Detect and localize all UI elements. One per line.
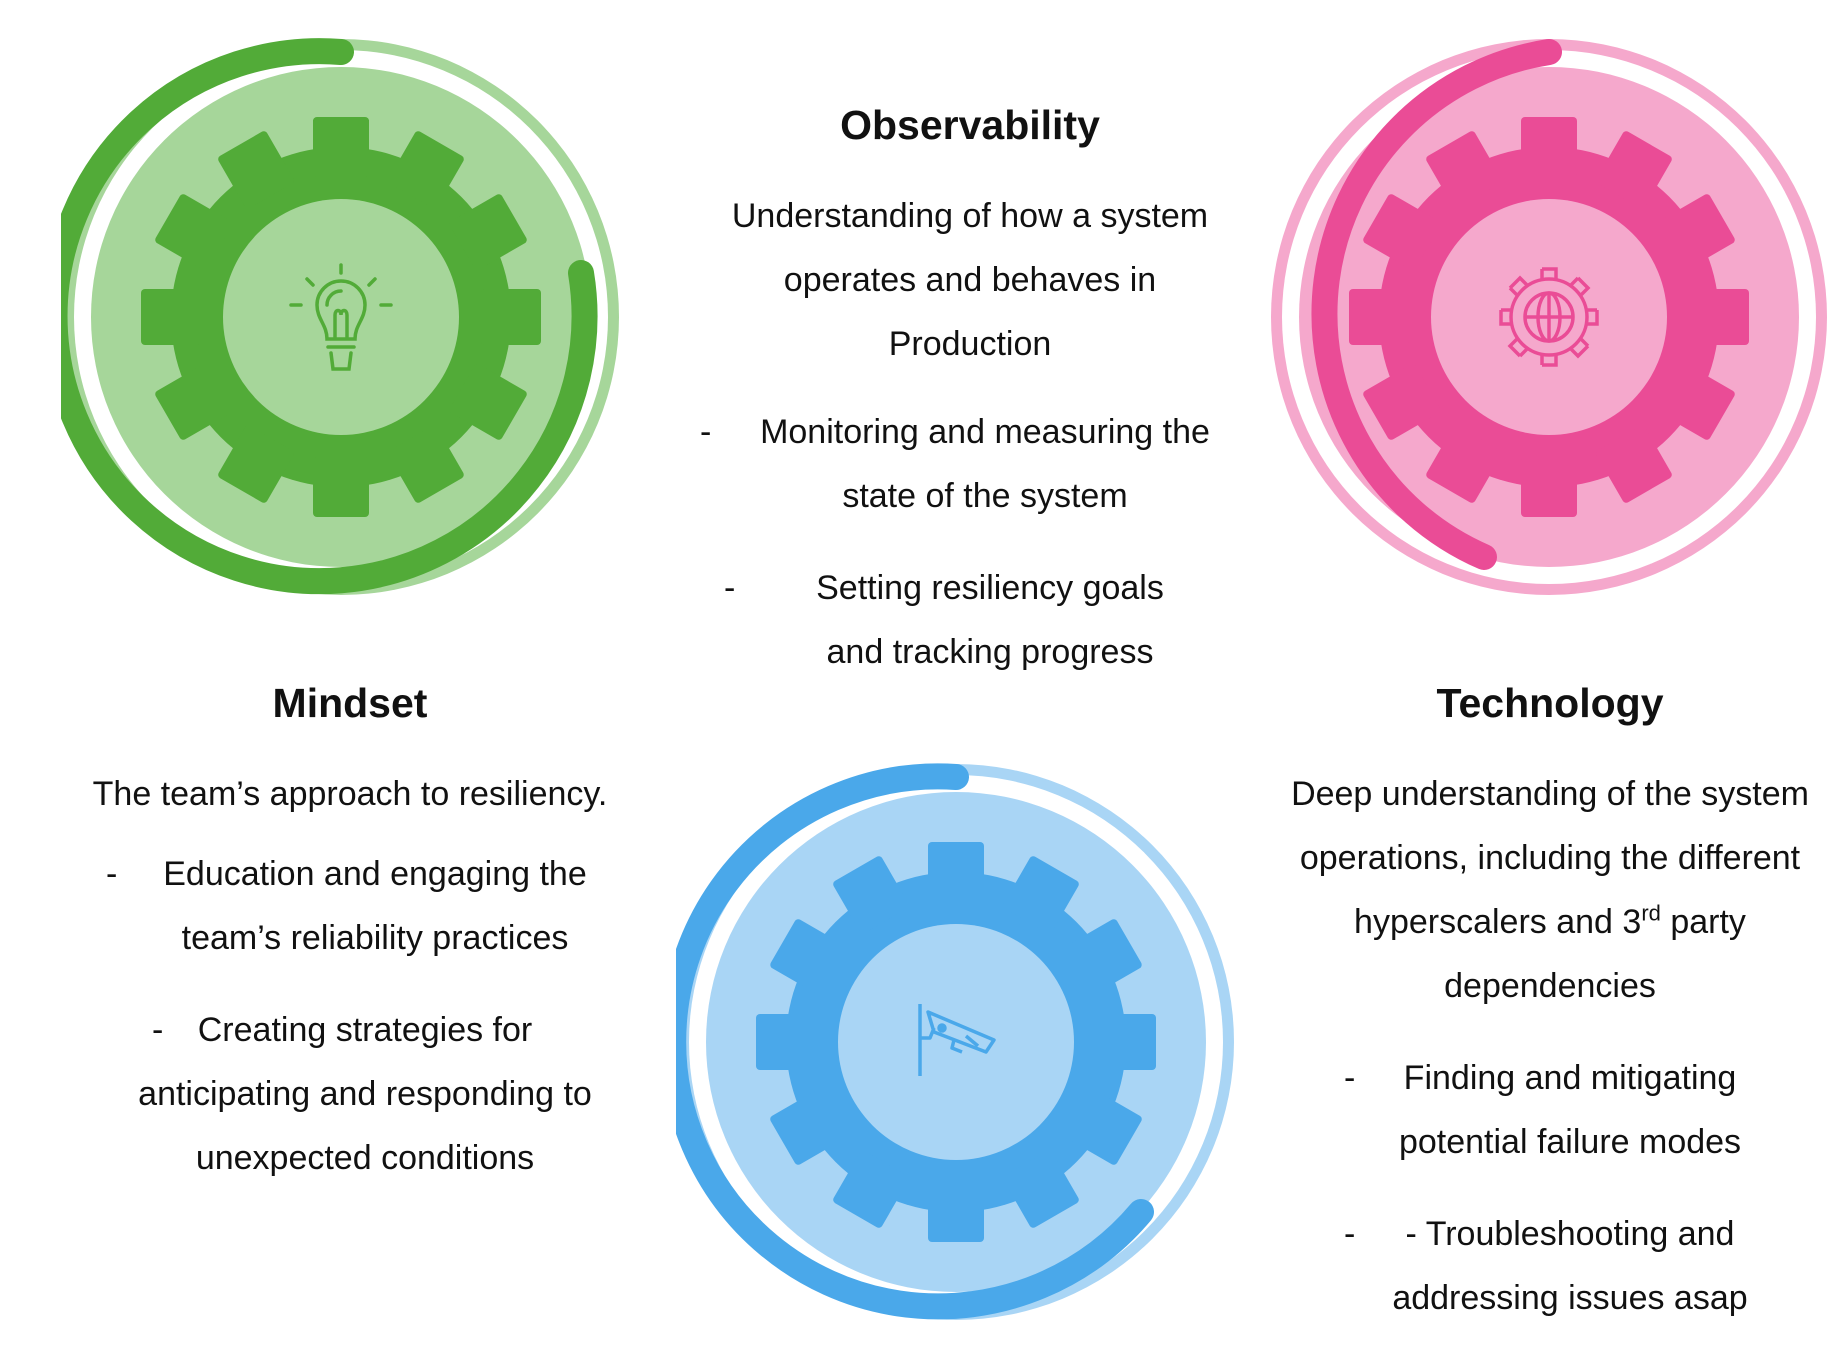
observability-progress-arc bbox=[676, 763, 1154, 1320]
observability-bullet-2: - Setting resiliency goals and tracking … bbox=[660, 556, 1280, 684]
technology-bullet-2: - - Troubleshooting and addressing issue… bbox=[1280, 1202, 1820, 1330]
technology-description: Deep understanding of the system operati… bbox=[1280, 762, 1820, 1018]
bullet-marker: - bbox=[152, 1011, 164, 1049]
observability-title: Observability bbox=[840, 102, 1100, 148]
bullet-text: Creating strategies for anticipating and… bbox=[138, 1011, 592, 1177]
mindset-bullet-2: - Creating strategies for anticipating a… bbox=[40, 998, 660, 1190]
bullet-marker: - bbox=[106, 855, 118, 893]
globe-gear-icon bbox=[1499, 267, 1599, 367]
technology-description-tail: party dependencies bbox=[1444, 903, 1746, 1005]
technology-gear bbox=[1269, 37, 1829, 597]
bullet-text: Monitoring and measuring the state of th… bbox=[760, 413, 1210, 515]
bullet-marker: - bbox=[724, 569, 736, 607]
lightbulb-icon bbox=[289, 263, 393, 371]
technology-bullet-1: - Finding and mitigating potential failu… bbox=[1280, 1046, 1820, 1174]
mindset-gear bbox=[61, 37, 621, 597]
observability-description: Understanding of how a system operates a… bbox=[731, 197, 1209, 363]
observability-gear bbox=[676, 762, 1236, 1322]
observability-bullet-1: - Monitoring and measuring the state of … bbox=[660, 400, 1280, 528]
mindset-progress-arc bbox=[61, 38, 598, 595]
bullet-text: Setting resiliency goals and tracking pr… bbox=[816, 569, 1164, 671]
bullet-marker: - bbox=[700, 413, 712, 451]
bullet-text: Finding and mitigating potential failure… bbox=[1398, 1059, 1742, 1161]
technology-section: Technology Deep understanding of the sys… bbox=[1280, 678, 1820, 1330]
technology-progress-arc bbox=[1311, 39, 1562, 570]
security-camera-icon bbox=[918, 1004, 996, 1076]
technology-title: Technology bbox=[1436, 680, 1664, 726]
mindset-title: Mindset bbox=[272, 680, 428, 726]
bullet-marker: - bbox=[1344, 1059, 1356, 1097]
observability-section: Observability Understanding of how a sys… bbox=[660, 100, 1280, 684]
bullet-text: Education and engaging the team’s reliab… bbox=[163, 855, 587, 957]
mindset-bullet-1: - Education and engaging the team’s reli… bbox=[40, 842, 660, 970]
technology-description-text: Deep understanding of the system operati… bbox=[1291, 775, 1809, 941]
bullet-text: - Troubleshooting and addressing issues … bbox=[1392, 1215, 1748, 1317]
mindset-section: Mindset The team’s approach to resilienc… bbox=[40, 678, 660, 1190]
mindset-description: The team’s approach to resiliency. bbox=[92, 775, 608, 813]
bullet-marker: - bbox=[1344, 1215, 1356, 1253]
technology-description-sup: rd bbox=[1641, 900, 1661, 926]
